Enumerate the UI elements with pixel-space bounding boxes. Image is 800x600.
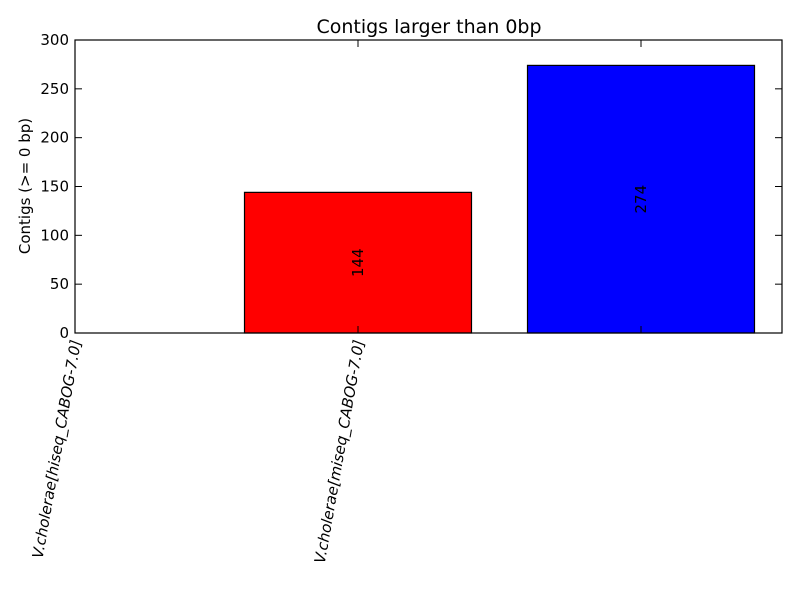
y-tick-label: 0: [59, 324, 69, 342]
chart-title: Contigs larger than 0bp: [316, 16, 541, 38]
y-tick-label: 200: [40, 129, 69, 147]
data-label-3: 274: [632, 185, 650, 214]
x-category-label: V.cholerae[hiseq_CABOG-7.0]: [29, 338, 86, 559]
data-label-2: 144: [349, 248, 367, 277]
bar-2: [243, 191, 473, 334]
y-tick-label: 50: [50, 275, 69, 293]
y-axis-title: Contigs (>= 0 bp): [16, 118, 34, 254]
y-axis: 0 50 100 150 200 250 300: [40, 31, 782, 342]
bar-3: [526, 64, 756, 334]
y-tick-label: 100: [40, 226, 69, 244]
y-tick-label: 150: [40, 178, 69, 196]
bars-layer: [243, 64, 756, 334]
data-labels-layer: 144 274: [349, 185, 650, 277]
x-category-label: V.cholerae[miseq_CABOG-7.0]: [311, 338, 369, 564]
y-tick-label: 250: [40, 80, 69, 98]
y-tick-label: 300: [40, 31, 69, 49]
